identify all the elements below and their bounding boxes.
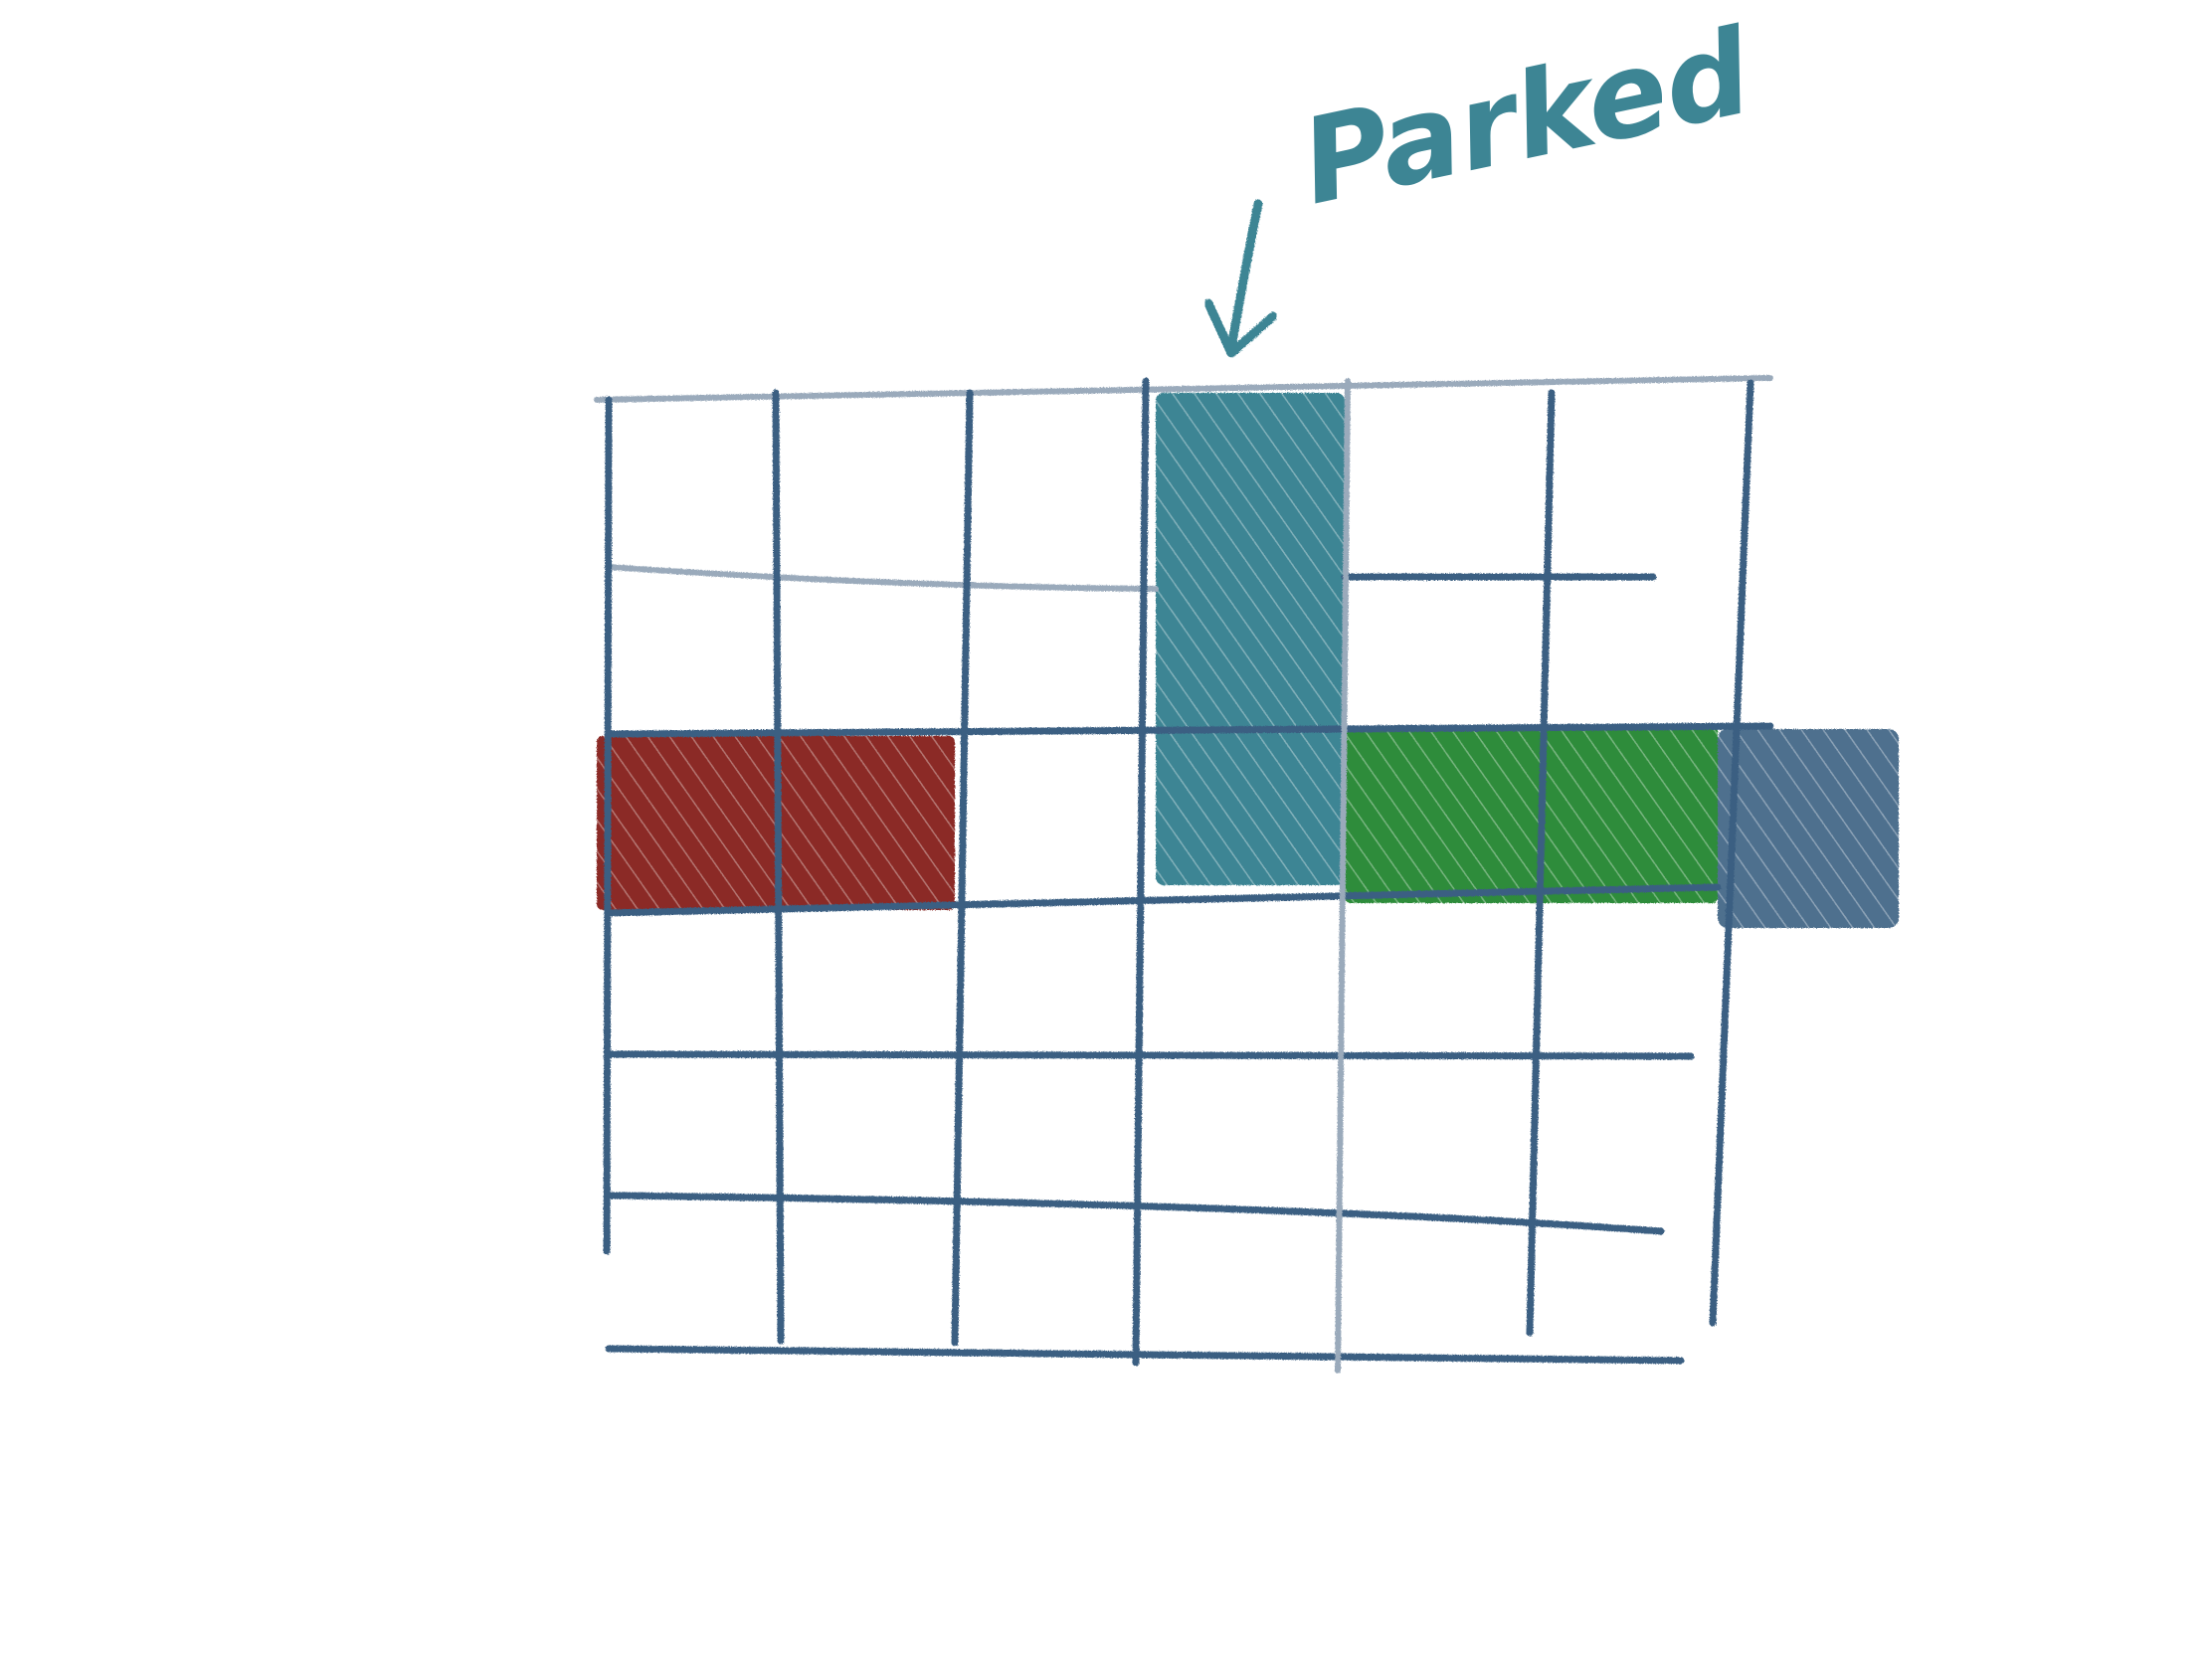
grid-line-h-7 xyxy=(605,1345,1685,1365)
parked-block-hatch xyxy=(1156,393,1345,885)
grid-line-v-3 xyxy=(951,389,974,1347)
arrow-head xyxy=(1203,298,1278,358)
grid-line-h-5 xyxy=(605,1050,1695,1060)
annotation-arrow xyxy=(1203,199,1278,358)
green-block-hatch xyxy=(1345,726,1718,903)
grid-line-v-7 xyxy=(1709,379,1754,1327)
parked-label: Parked xyxy=(1290,2,1763,231)
grid-line-v-4 xyxy=(1132,377,1150,1367)
grid-line-v-1 xyxy=(603,396,613,1255)
grid-line-h-3 xyxy=(605,722,1774,738)
blocks-layer xyxy=(597,393,1899,928)
grid-layer xyxy=(594,375,1774,1374)
grid-line-h-2 xyxy=(606,564,1159,592)
grid-line-h-1 xyxy=(594,375,1773,403)
arrow-shaft xyxy=(1226,199,1263,353)
overflow-block-hatch xyxy=(1718,729,1899,928)
grid-line-v-6 xyxy=(1526,389,1556,1337)
grid-line-v-2 xyxy=(772,389,785,1345)
grid-line-h-6 xyxy=(605,1192,1665,1235)
grid-line-v-5 xyxy=(1335,378,1351,1374)
grid-line-h-4 xyxy=(605,883,1722,917)
